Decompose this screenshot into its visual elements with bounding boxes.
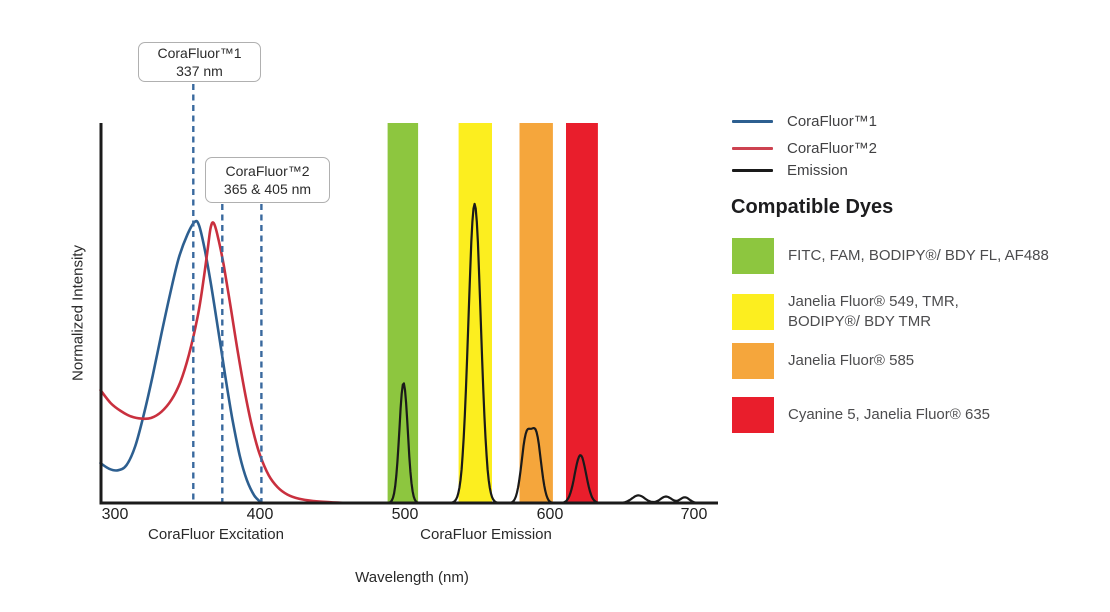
orange-swatch <box>732 343 774 379</box>
y-axis-title: Normalized Intensity <box>69 245 87 381</box>
green-swatch <box>732 238 774 274</box>
x-tick-500: 500 <box>391 506 419 523</box>
annotation-title: CoraFluor™2 <box>225 163 310 179</box>
annotation-value: 365 & 405 nm <box>223 181 312 197</box>
green-band <box>387 123 419 503</box>
excitation-curve-2 <box>99 221 352 505</box>
dye-item-orange: Janelia Fluor® 585 <box>732 343 914 379</box>
legend-label: CoraFluor™2 <box>787 139 878 157</box>
dye-item-green: FITC, FAM, BODIPY®/ BDY FL, AF488 <box>732 238 1049 274</box>
dye-label: Janelia Fluor® 585 <box>788 352 915 369</box>
annotation-box-corafluor2: CoraFluor™2 365 & 405 nm <box>205 157 330 203</box>
x-tick-700: 700 <box>680 506 708 523</box>
dye-item-yellow: Janelia Fluor® 549, TMR, BODIPY®/ BDY TM… <box>732 292 959 332</box>
dye-label: Janelia Fluor® 549, TMR, BODIPY®/ BDY TM… <box>788 293 959 330</box>
red-band <box>566 123 598 503</box>
legend-line-blue <box>732 119 773 123</box>
red-swatch <box>732 397 774 433</box>
annotation-title: CoraFluor™1 <box>157 45 242 61</box>
axes <box>99 123 718 505</box>
legend-line-red <box>732 146 773 150</box>
legend-item-corafluor1: CoraFluor™1 <box>732 112 877 130</box>
dye-label: Cyanine 5, Janelia Fluor® 635 <box>788 406 991 423</box>
x-tick-400: 400 <box>246 506 274 523</box>
dye-label: FITC, FAM, BODIPY®/ BDY FL, AF488 <box>788 247 1049 264</box>
annotation-box-corafluor1: CoraFluor™1 337 nm <box>138 42 261 82</box>
legend-label: CoraFluor™1 <box>787 112 878 130</box>
legend-item-emission: Emission <box>732 161 848 179</box>
legend-label: Emission <box>787 161 848 179</box>
legend-item-corafluor2: CoraFluor™2 <box>732 139 877 157</box>
x-axis-title: Wavelength (nm) <box>355 569 469 586</box>
dye-item-red: Cyanine 5, Janelia Fluor® 635 <box>732 397 990 433</box>
x-group-label-emission: CoraFluor Emission <box>420 526 552 543</box>
yellow-swatch <box>732 294 774 330</box>
x-tick-600: 600 <box>536 506 564 523</box>
legend-line-black <box>732 168 773 172</box>
excitation-curve-1 <box>99 219 265 505</box>
compatible-dyes-heading: Compatible Dyes <box>731 196 894 218</box>
x-tick-300: 300 <box>101 506 129 523</box>
annotation-value: 337 nm <box>176 63 223 79</box>
x-group-label-excitation: CoraFluor Excitation <box>148 526 284 543</box>
